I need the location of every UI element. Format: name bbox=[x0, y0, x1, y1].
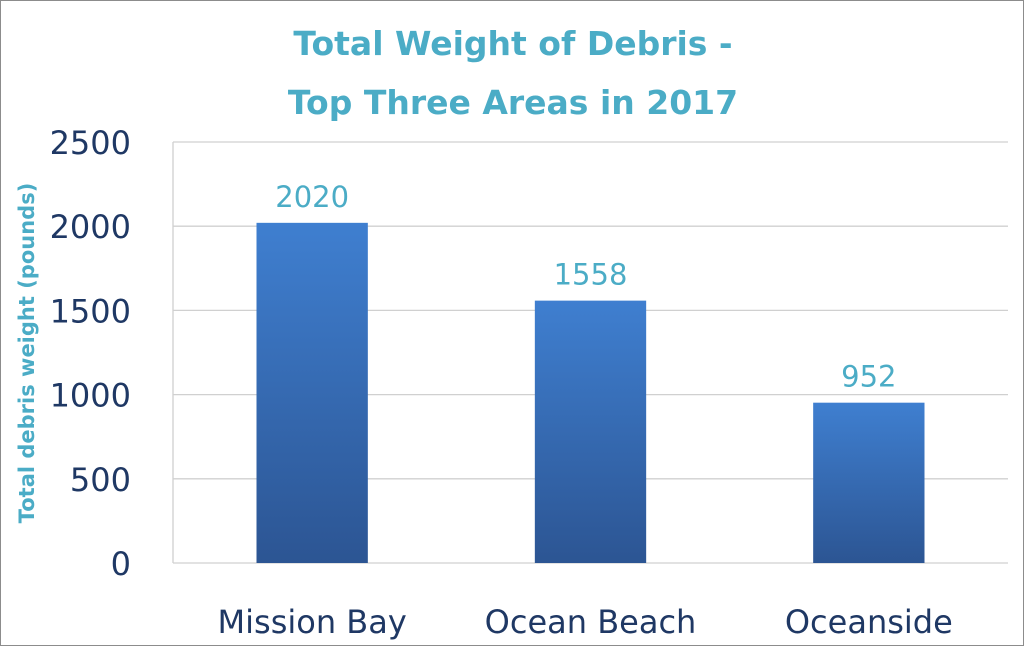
data-label: 952 bbox=[841, 360, 896, 394]
y-tick-label: 2000 bbox=[50, 208, 131, 246]
x-tick-label: Oceanside bbox=[785, 603, 953, 641]
bar bbox=[534, 300, 647, 563]
bar bbox=[813, 402, 925, 563]
y-axis-label: Total debris weight (pounds) bbox=[15, 183, 39, 524]
y-tick-label: 0 bbox=[111, 545, 131, 583]
chart-title-line-2: Top Three Areas in 2017 bbox=[288, 83, 738, 122]
y-tick-label: 2500 bbox=[50, 124, 131, 162]
bars bbox=[256, 222, 925, 563]
y-tick-label: 1000 bbox=[50, 377, 131, 415]
x-tick-label: Mission Bay bbox=[218, 603, 407, 641]
x-tick-label: Ocean Beach bbox=[485, 603, 697, 641]
data-label: 2020 bbox=[275, 180, 349, 214]
y-tick-label: 1500 bbox=[50, 292, 131, 330]
labels: 0 500 1000 1500 2000 2500 2020 Mission Bay 1558 O… bbox=[50, 124, 953, 641]
y-tick-label: 500 bbox=[70, 461, 131, 499]
data-label: 1558 bbox=[554, 258, 628, 292]
bar bbox=[256, 222, 368, 563]
chart-title-line-1: Total Weight of Debris - bbox=[293, 24, 732, 63]
